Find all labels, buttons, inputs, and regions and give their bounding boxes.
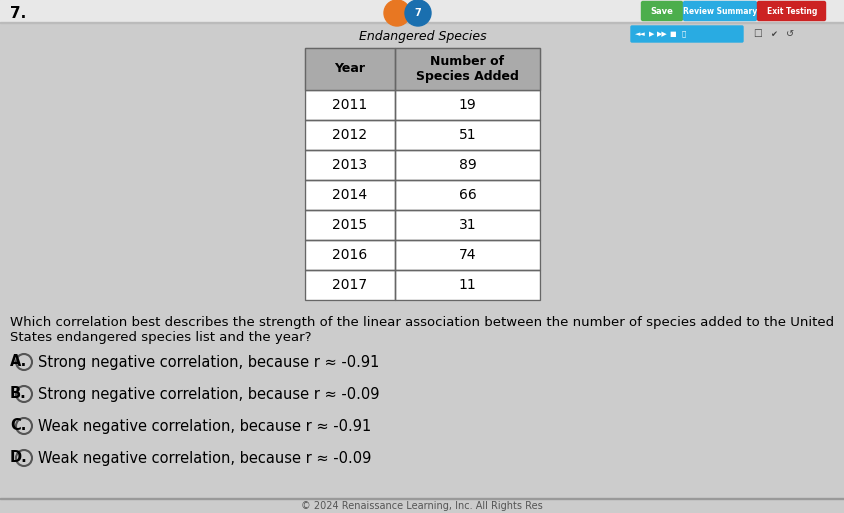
Text: 2013: 2013	[332, 158, 367, 172]
Bar	[305, 270, 539, 300]
Text: Which correlation best describes the strength of the linear association between : Which correlation best describes the str…	[10, 316, 833, 329]
Bar	[394, 210, 539, 240]
Text: Endangered Species: Endangered Species	[358, 30, 486, 43]
Text: 89: 89	[458, 158, 476, 172]
Bar	[305, 240, 539, 270]
Bar	[305, 180, 539, 210]
Bar	[394, 240, 539, 270]
FancyBboxPatch shape	[630, 26, 742, 42]
Bar	[305, 120, 539, 150]
Text: ↺: ↺	[785, 29, 793, 39]
Text: ✔: ✔	[770, 30, 776, 38]
Text: 74: 74	[458, 248, 476, 262]
Text: ▶: ▶	[648, 31, 654, 37]
Text: Strong negative correlation, because r ≈ -0.91: Strong negative correlation, because r ≈…	[38, 354, 379, 369]
Text: ⏸: ⏸	[681, 31, 685, 37]
Text: Year: Year	[334, 63, 365, 75]
Bar	[305, 180, 394, 210]
Text: Weak negative correlation, because r ≈ -0.09: Weak negative correlation, because r ≈ -…	[38, 450, 371, 465]
Text: ☐: ☐	[753, 29, 761, 39]
Text: 7.: 7.	[10, 6, 26, 21]
Text: ▶▶: ▶▶	[656, 31, 667, 37]
Text: © 2024 Renaissance Learning, Inc. All Rights Res: © 2024 Renaissance Learning, Inc. All Ri…	[300, 501, 542, 511]
FancyBboxPatch shape	[756, 2, 825, 21]
Text: States endangered species list and the year?: States endangered species list and the y…	[10, 331, 311, 344]
Text: Exit Testing: Exit Testing	[766, 7, 816, 15]
Text: ◄◄: ◄◄	[634, 31, 645, 37]
Text: Review Summary: Review Summary	[682, 7, 756, 15]
Text: 2015: 2015	[332, 218, 367, 232]
Bar	[305, 90, 394, 120]
Bar	[305, 48, 539, 90]
Text: B.: B.	[10, 386, 27, 402]
Bar	[394, 48, 539, 90]
Bar	[394, 90, 539, 120]
Text: 2012: 2012	[332, 128, 367, 142]
Text: D.: D.	[10, 450, 28, 465]
FancyBboxPatch shape	[641, 2, 682, 21]
Bar	[394, 270, 539, 300]
Text: 2011: 2011	[332, 98, 367, 112]
Text: Weak negative correlation, because r ≈ -0.91: Weak negative correlation, because r ≈ -…	[38, 419, 371, 433]
Bar	[305, 90, 539, 120]
Bar	[0, 498, 844, 499]
Text: Number of
Species Added: Number of Species Added	[415, 55, 518, 83]
Text: A.: A.	[10, 354, 27, 369]
Text: Strong negative correlation, because r ≈ -0.09: Strong negative correlation, because r ≈…	[38, 386, 379, 402]
Text: 51: 51	[458, 128, 476, 142]
Text: Save: Save	[650, 7, 673, 15]
Bar	[305, 270, 394, 300]
Bar	[394, 150, 539, 180]
Text: C.: C.	[10, 419, 26, 433]
Bar	[305, 210, 394, 240]
Text: 31: 31	[458, 218, 476, 232]
Text: 19: 19	[458, 98, 476, 112]
Bar	[305, 240, 394, 270]
Text: 66: 66	[458, 188, 476, 202]
Text: 11: 11	[458, 278, 476, 292]
Bar	[0, 22, 844, 23]
Text: 7: 7	[414, 8, 421, 18]
Bar	[305, 210, 539, 240]
Text: 2014: 2014	[332, 188, 367, 202]
Bar	[305, 48, 394, 90]
Text: 2016: 2016	[332, 248, 367, 262]
Text: ■: ■	[669, 31, 675, 37]
Circle shape	[404, 0, 430, 26]
Text: 2017: 2017	[332, 278, 367, 292]
Bar	[0, 0, 844, 22]
Bar	[305, 150, 539, 180]
Bar	[305, 120, 394, 150]
Circle shape	[383, 0, 409, 26]
Bar	[394, 120, 539, 150]
FancyBboxPatch shape	[683, 2, 755, 21]
Bar	[305, 150, 394, 180]
Bar	[394, 180, 539, 210]
